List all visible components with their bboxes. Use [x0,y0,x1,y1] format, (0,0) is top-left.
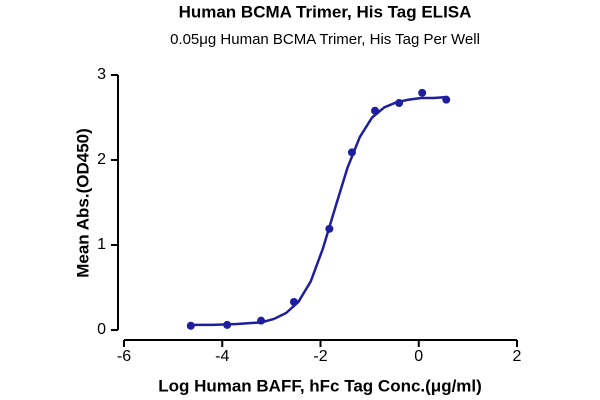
y-tick-label: 2 [97,151,106,168]
data-point [223,320,232,329]
data-point [325,224,334,233]
x-tick-label: 0 [414,348,423,365]
y-tick-label: 0 [97,321,106,338]
x-tick-label: -6 [117,348,131,365]
data-point [347,148,356,157]
x-tick-label: -4 [215,348,229,365]
data-point [257,316,266,325]
data-point [371,106,380,115]
data-point [442,95,451,104]
data-point [418,88,427,97]
x-tick-label: 2 [513,348,522,365]
y-axis-label: Mean Abs.(OD450) [73,128,92,278]
y-tick-label: 3 [97,66,106,83]
chart-title: Human BCMA Trimer, His Tag ELISA [179,2,472,21]
data-point [289,297,298,306]
fit-curve [187,95,446,327]
chart-subtitle: 0.05μg Human BCMA Trimer, His Tag Per We… [170,31,480,48]
data-point [186,321,195,330]
data-point [395,99,404,108]
x-axis-label: Log Human BAFF, hFc Tag Conc.(μg/ml) [158,376,482,395]
x-tick-label: -2 [313,348,327,365]
y-tick-label: 1 [97,236,106,253]
